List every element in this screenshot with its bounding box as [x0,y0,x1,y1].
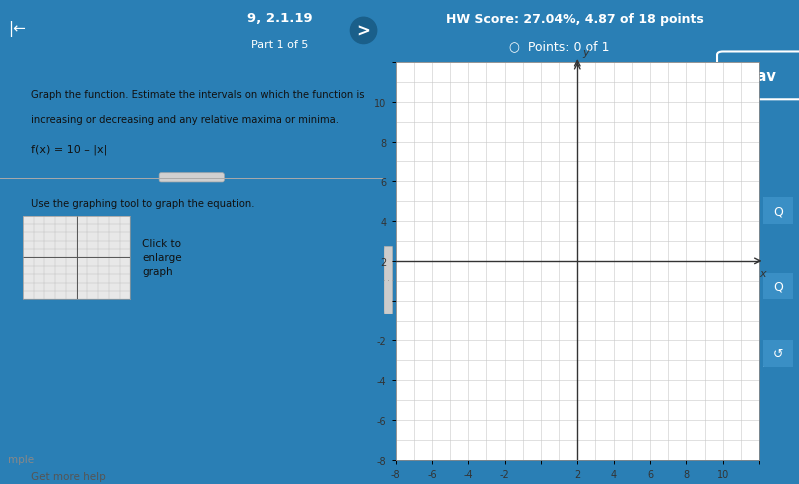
Text: y: y [582,48,589,58]
Text: Q: Q [773,280,783,293]
Text: Get more help: Get more help [30,470,105,481]
Text: Sav: Sav [746,69,776,84]
Text: ↺: ↺ [773,347,784,360]
FancyBboxPatch shape [159,173,225,182]
FancyBboxPatch shape [761,272,795,301]
Text: |←: |← [8,21,26,37]
Text: ○  Points: 0 of 1: ○ Points: 0 of 1 [509,41,610,54]
Text: Click to
enlarge
graph: Click to enlarge graph [142,239,181,277]
Text: f(x) = 10 – |x|: f(x) = 10 – |x| [30,144,107,154]
Text: HW Score: 27.04%, 4.87 of 18 points: HW Score: 27.04%, 4.87 of 18 points [447,13,704,26]
Text: Q: Q [773,205,783,218]
Text: · · ·: · · · [383,278,394,284]
FancyBboxPatch shape [717,52,799,100]
FancyBboxPatch shape [384,247,392,315]
FancyBboxPatch shape [761,339,795,368]
Text: Graph the function. Estimate the intervals on which the function is: Graph the function. Estimate the interva… [30,90,364,100]
Text: >: > [356,22,371,40]
FancyBboxPatch shape [761,197,795,226]
Text: Part 1 of 5: Part 1 of 5 [251,39,308,49]
Text: Use the graphing tool to graph the equation.: Use the graphing tool to graph the equat… [30,198,254,209]
Text: increasing or decreasing and any relative maxima or minima.: increasing or decreasing and any relativ… [30,115,339,125]
Text: 9, 2.1.19: 9, 2.1.19 [247,12,312,25]
Text: mple: mple [8,454,34,464]
Text: x: x [759,268,766,278]
